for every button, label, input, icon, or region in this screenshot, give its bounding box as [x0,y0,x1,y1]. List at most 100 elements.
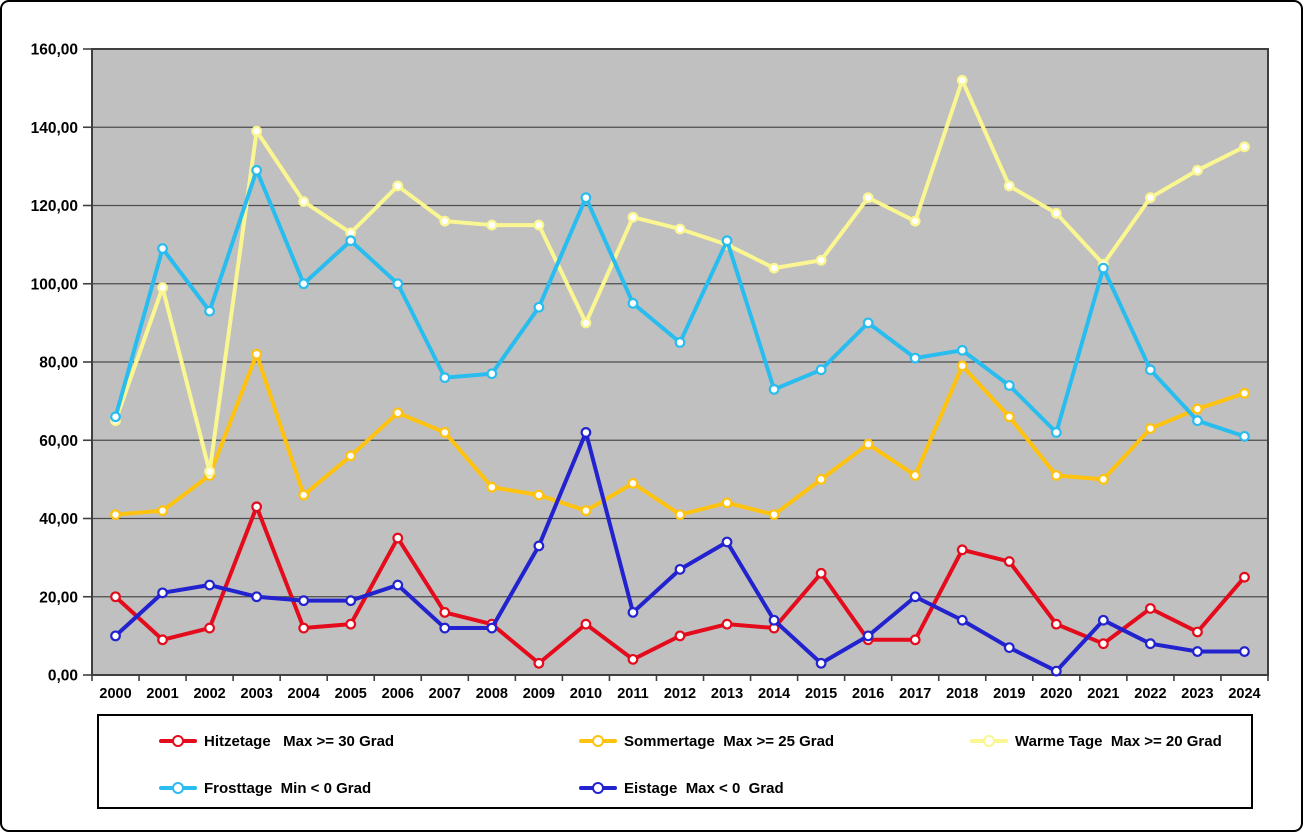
sommertage-point-2019 [1003,411,1015,423]
warme-tage-point-2020 [1050,207,1062,219]
warme-tage-point-2023 [1192,164,1203,176]
hitzetage-point-2021 [1097,638,1109,650]
eistage-point-2012 [674,563,686,575]
x-axis-label-2021: 2021 [1087,686,1119,702]
hitzetage-point-2001 [157,634,168,646]
warme-tage-point-2004 [298,196,310,207]
sommertage-point-2007 [439,427,451,438]
eistage-point-2019 [1003,642,1015,654]
eistage-point-2001 [157,587,168,599]
hitzetage-point-2024 [1239,571,1250,583]
sommertage-point-2015 [815,473,827,485]
x-axis-label-2024: 2024 [1228,686,1260,702]
hitzetage-point-2020 [1050,618,1062,630]
warme-tage-point-2015 [815,254,827,266]
warme-tage-point-2022 [1144,192,1156,204]
eistage-point-2003 [251,591,263,603]
sommertage-point-2000 [110,509,121,520]
frosttage-point-2013 [721,235,733,247]
hitzetage-point-2012 [674,630,686,642]
eistage-point-2024 [1239,646,1250,657]
warme-tage-point-2002 [204,466,216,477]
legend-label-hitzetage: Hitzetage Max >= 30 Grad [204,732,395,750]
frosttage-point-2018 [956,344,968,356]
y-axis-label-20: 20,00 [39,589,78,606]
warme-tage-point-2001 [157,282,168,294]
eistage-point-2017 [909,591,921,603]
legend-marker-hitzetage-icon [159,735,197,747]
frosttage-point-2017 [909,352,921,364]
sommertage-point-2024 [1239,387,1250,399]
sommertage-point-2020 [1050,470,1062,481]
frosttage-point-2002 [204,305,216,317]
eistage-point-2005 [345,595,357,607]
frosttage-point-2014 [768,383,780,395]
sommertage-point-2022 [1144,423,1156,434]
warme-tage-point-2008 [486,219,498,231]
x-axis-label-2006: 2006 [382,686,414,702]
frosttage-point-2022 [1144,364,1156,376]
sommertage-point-2004 [298,489,310,501]
eistage-point-2020 [1050,665,1062,677]
frosttage-point-2015 [815,364,827,376]
sommertage-point-2008 [486,481,498,493]
x-axis-label-2022: 2022 [1134,686,1166,702]
eistage-point-2007 [439,622,451,634]
sommertage-point-2010 [580,505,592,517]
x-axis-label-2019: 2019 [993,686,1025,702]
legend-label-sommertage: Sommertage Max >= 25 Grad [624,732,835,750]
frosttage-point-2005 [345,235,357,247]
sommertage-point-2003 [251,348,263,360]
warme-tage-point-2010 [580,317,592,329]
eistage-point-2016 [862,630,874,642]
x-axis-label-2020: 2020 [1040,686,1072,702]
frosttage-point-2016 [862,317,874,329]
eistage-point-2021 [1097,614,1109,626]
legend-marker-warme-tage-icon [970,735,1008,747]
frosttage-point-2021 [1097,262,1109,274]
x-axis-label-2005: 2005 [335,686,367,702]
legend-circle-frosttage [172,782,184,794]
warme-tage-point-2012 [674,223,686,235]
sommertage-point-2009 [533,489,545,501]
x-axis-label-2011: 2011 [617,686,648,702]
eistage-point-2002 [204,579,216,591]
x-axis-label-2010: 2010 [570,686,602,702]
eistage-point-2000 [110,630,121,642]
eistage-point-2009 [533,540,545,552]
eistage-point-2014 [768,614,780,626]
sommertage-point-2014 [768,509,780,520]
x-axis-label-2012: 2012 [664,686,696,702]
frosttage-point-2024 [1239,430,1250,442]
eistage-point-2018 [956,614,968,626]
sommertage-point-2001 [157,505,168,517]
hitzetage-point-2003 [251,501,263,513]
x-axis-label-2014: 2014 [758,686,790,702]
hitzetage-point-2009 [533,657,545,669]
hitzetage-point-2013 [721,618,733,630]
x-axis-label-2013: 2013 [711,686,743,702]
frosttage-point-2001 [157,243,168,254]
eistage-point-2010 [580,427,592,438]
sommertage-point-2013 [721,497,733,509]
x-axis-label-2016: 2016 [852,686,884,702]
x-axis-label-2023: 2023 [1181,686,1213,702]
frosttage-point-2009 [533,301,545,313]
warme-tage-point-2016 [862,192,874,204]
hitzetage-point-2019 [1003,556,1015,567]
sommertage-point-2021 [1097,473,1109,485]
warme-tage-point-2003 [251,125,263,137]
y-axis-label-40: 40,00 [39,511,78,528]
y-axis-label-120: 120,00 [31,198,78,215]
warme-tage-point-2019 [1003,180,1015,192]
frosttage-point-2007 [439,372,451,384]
legend-item-warme-tage: Warme Tage Max >= 20 Grad [970,729,1222,753]
hitzetage-point-2002 [204,622,216,634]
sommertage-point-2005 [345,450,357,462]
legend-marker-frosttage-icon [159,782,197,794]
y-axis-label-60: 60,00 [39,433,78,450]
frosttage-point-2012 [674,337,686,348]
eistage-point-2015 [815,657,827,669]
legend-circle-eistage [592,782,604,794]
